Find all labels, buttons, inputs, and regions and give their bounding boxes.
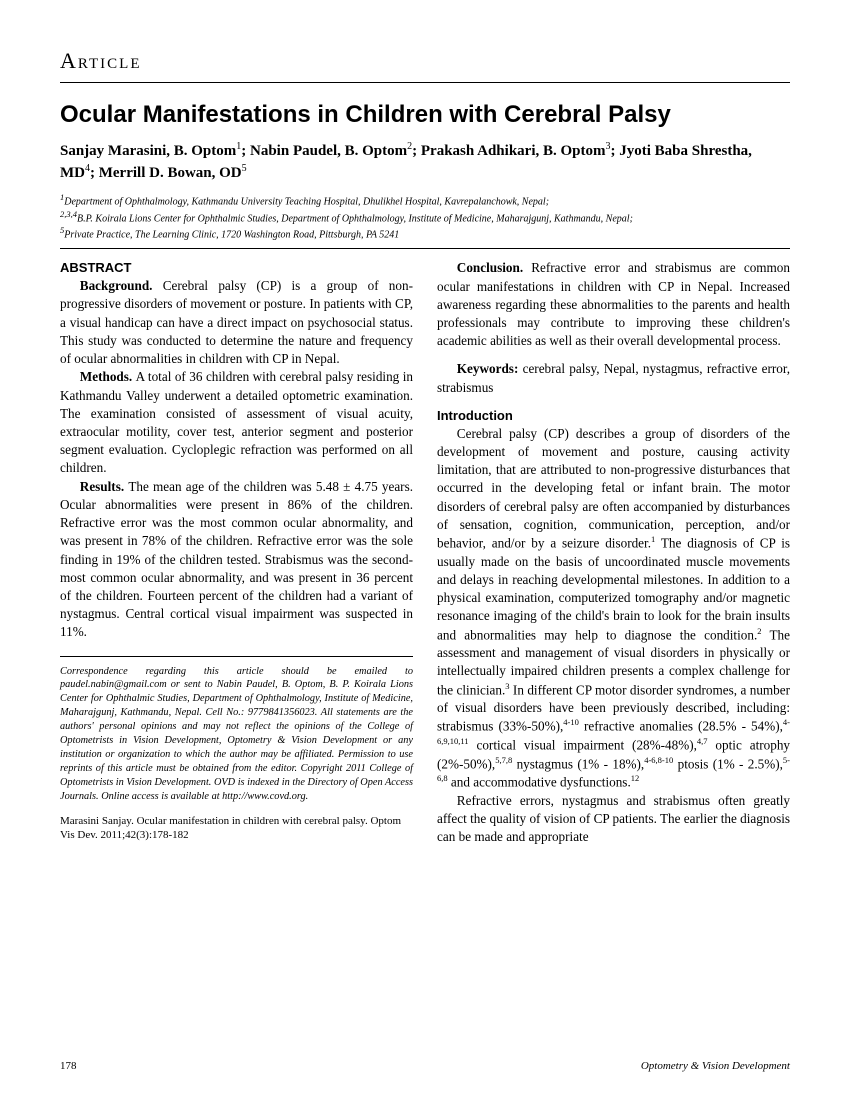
abstract-results-text: The mean age of the children was 5.48 ± … bbox=[60, 479, 413, 640]
correspondence-note: Correspondence regarding this article sh… bbox=[60, 665, 413, 804]
abstract-results: Results. The mean age of the children wa… bbox=[60, 478, 413, 642]
author-list: Sanjay Marasini, B. Optom1; Nabin Paudel… bbox=[60, 140, 790, 184]
page-number: 178 bbox=[60, 1060, 77, 1072]
abstract-heading: ABSTRACT bbox=[60, 259, 413, 277]
affiliation-line: 5Private Practice, The Learning Clinic, … bbox=[60, 225, 790, 242]
article-title: Ocular Manifestations in Children with C… bbox=[60, 101, 790, 130]
abstract-methods: Methods. A total of 36 children with cer… bbox=[60, 368, 413, 477]
affiliation-rule bbox=[60, 248, 790, 249]
citation: Marasini Sanjay. Ocular manifestation in… bbox=[60, 814, 413, 844]
section-label: Article bbox=[60, 48, 790, 74]
introduction-heading: Introduction bbox=[437, 407, 790, 425]
affiliation-line: 2,3,4B.P. Koirala Lions Center for Ophth… bbox=[60, 209, 790, 226]
introduction-p2: Refractive errors, nystagmus and strabis… bbox=[437, 792, 790, 847]
correspondence-rule bbox=[60, 656, 413, 657]
introduction-p1: Cerebral palsy (CP) describes a group of… bbox=[437, 425, 790, 792]
affiliations: 1Department of Ophthalmology, Kathmandu … bbox=[60, 192, 790, 242]
abstract-background: Background. Cerebral palsy (CP) is a gro… bbox=[60, 277, 413, 368]
top-rule bbox=[60, 82, 790, 83]
abstract-methods-text: A total of 36 children with cerebral pal… bbox=[60, 369, 413, 475]
journal-name: Optometry & Vision Development bbox=[641, 1060, 790, 1072]
abstract-conclusion: Conclusion. Refractive error and strabis… bbox=[437, 259, 790, 350]
page-footer: 178 Optometry & Vision Development bbox=[60, 1060, 790, 1072]
affiliation-line: 1Department of Ophthalmology, Kathmandu … bbox=[60, 192, 790, 209]
abstract-keywords: Keywords: cerebral palsy, Nepal, nystagm… bbox=[437, 360, 790, 396]
body-columns: ABSTRACT Background. Cerebral palsy (CP)… bbox=[60, 259, 790, 846]
